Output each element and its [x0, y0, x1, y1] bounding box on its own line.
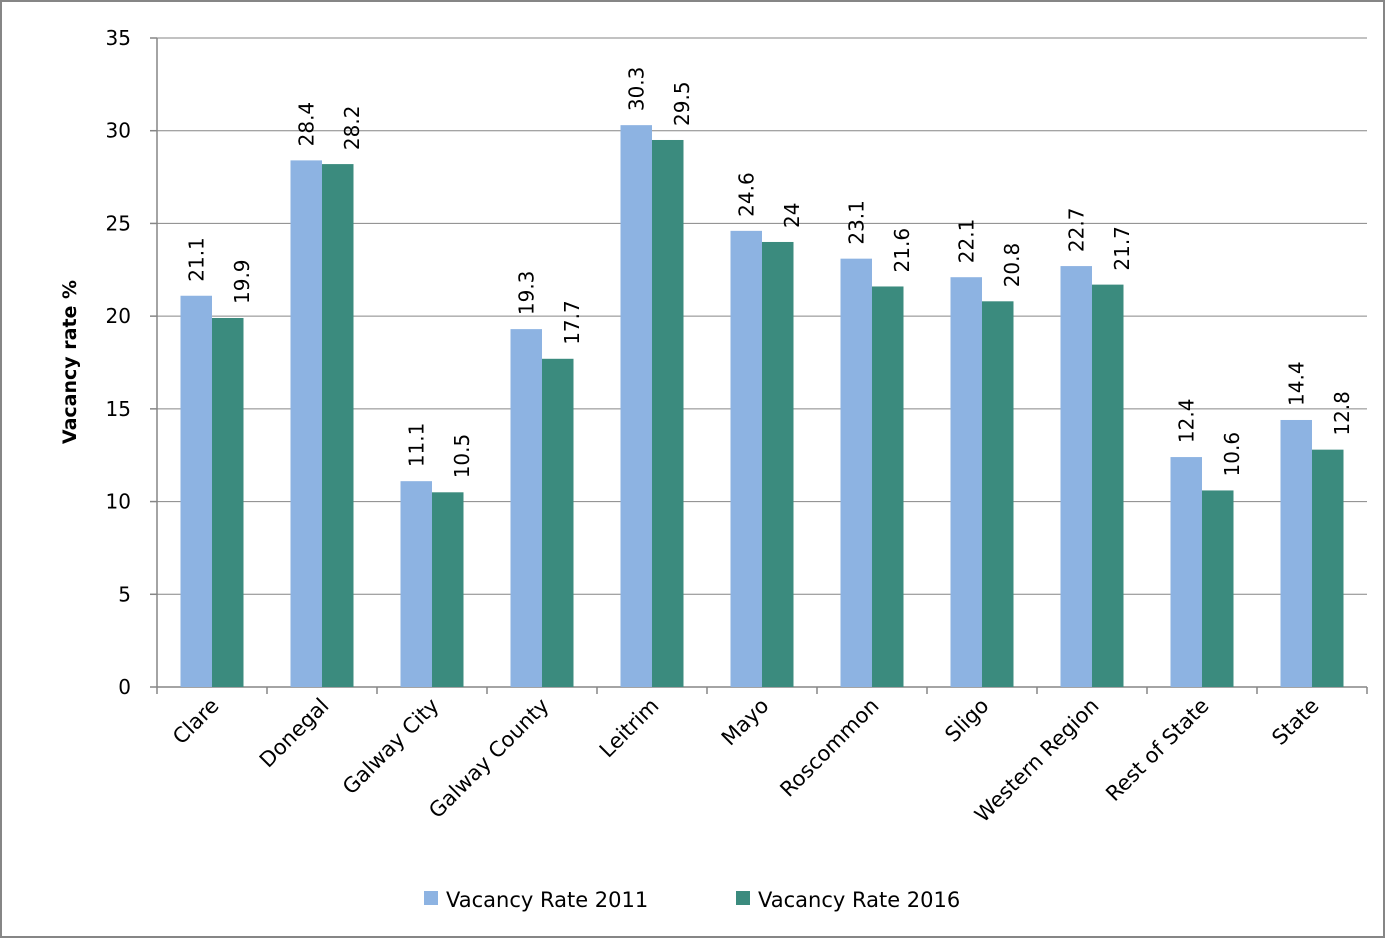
bar — [510, 329, 542, 687]
legend-swatch — [736, 891, 750, 905]
data-label: 12.8 — [1330, 391, 1354, 436]
y-tick-label: 30 — [106, 119, 131, 143]
data-label: 12.4 — [1174, 399, 1198, 444]
data-label: 11.1 — [404, 423, 428, 468]
bar — [1312, 449, 1344, 687]
data-label: 17.7 — [560, 300, 584, 345]
data-label: 28.2 — [340, 106, 364, 151]
data-label: 20.8 — [1000, 243, 1024, 288]
bar — [620, 125, 652, 687]
bar — [950, 277, 982, 687]
bar — [180, 295, 212, 687]
data-label: 22.1 — [954, 219, 978, 264]
data-label: 10.6 — [1220, 432, 1244, 477]
data-label: 21.6 — [890, 228, 914, 273]
bar — [322, 164, 354, 687]
y-tick-label: 15 — [106, 397, 131, 421]
bar — [1092, 284, 1124, 687]
data-label: 19.3 — [514, 271, 538, 316]
y-tick-label: 25 — [106, 211, 131, 235]
legend-label: Vacancy Rate 2011 — [446, 888, 648, 912]
data-label: 29.5 — [670, 81, 694, 126]
bar — [762, 241, 794, 687]
data-label: 14.4 — [1284, 361, 1308, 406]
bar — [212, 317, 244, 687]
y-tick-label: 20 — [106, 304, 131, 328]
data-label: 24.6 — [734, 172, 758, 217]
data-label: 30.3 — [624, 67, 648, 112]
y-tick-label: 35 — [106, 26, 131, 50]
legend-label: Vacancy Rate 2016 — [758, 888, 960, 912]
y-tick-label: 10 — [106, 490, 131, 514]
bar — [542, 358, 574, 687]
y-tick-label: 0 — [118, 675, 131, 699]
bar — [1202, 490, 1234, 687]
bar — [1060, 266, 1092, 687]
bar — [1280, 419, 1312, 687]
data-label: 21.1 — [184, 237, 208, 282]
bar — [730, 230, 762, 688]
y-axis-title: Vacancy rate % — [59, 280, 81, 444]
bar — [400, 481, 432, 687]
data-label: 10.5 — [450, 434, 474, 479]
bar — [432, 492, 464, 687]
data-label: 19.9 — [230, 259, 254, 304]
data-label: 22.7 — [1064, 208, 1088, 253]
bar — [290, 160, 322, 687]
legend-swatch — [424, 891, 438, 905]
bar — [982, 301, 1014, 687]
y-tick-label: 5 — [118, 582, 131, 606]
data-label: 23.1 — [844, 200, 868, 245]
data-label: 21.7 — [1110, 226, 1134, 271]
bar — [1170, 457, 1202, 687]
bar — [872, 286, 904, 687]
bar — [652, 139, 684, 687]
bar — [840, 258, 872, 687]
data-label: 24 — [780, 203, 804, 228]
data-label: 28.4 — [294, 102, 318, 147]
